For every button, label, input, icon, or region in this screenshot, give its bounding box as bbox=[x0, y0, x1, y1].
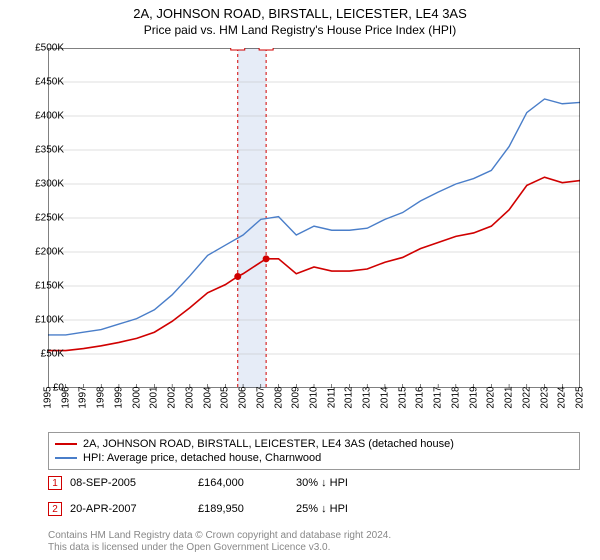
x-tick-label: 1997 bbox=[78, 386, 89, 408]
sale-date: 08-SEP-2005 bbox=[70, 477, 190, 489]
x-tick-label: 2023 bbox=[539, 386, 550, 408]
x-tick-label: 2002 bbox=[167, 386, 178, 408]
x-tick-label: 1996 bbox=[60, 386, 71, 408]
y-tick-label: £200K bbox=[35, 247, 64, 258]
legend-swatch bbox=[55, 443, 77, 445]
x-tick-label: 2005 bbox=[220, 386, 231, 408]
legend-label: 2A, JOHNSON ROAD, BIRSTALL, LEICESTER, L… bbox=[83, 437, 454, 451]
x-tick-label: 2022 bbox=[521, 386, 532, 408]
x-tick-label: 2025 bbox=[575, 386, 586, 408]
x-tick-label: 2007 bbox=[255, 386, 266, 408]
footer-line-2: This data is licensed under the Open Gov… bbox=[48, 542, 580, 554]
x-tick-label: 1998 bbox=[96, 386, 107, 408]
x-tick-label: 2012 bbox=[344, 386, 355, 408]
x-tick-label: 2006 bbox=[238, 386, 249, 408]
legend-item: HPI: Average price, detached house, Char… bbox=[55, 451, 573, 465]
sale-date: 20-APR-2007 bbox=[70, 503, 190, 515]
svg-text:1: 1 bbox=[235, 48, 241, 50]
footer-line-1: Contains HM Land Registry data © Crown c… bbox=[48, 530, 580, 542]
y-tick-label: £450K bbox=[35, 77, 64, 88]
y-tick-label: £250K bbox=[35, 213, 64, 224]
x-tick-label: 2020 bbox=[486, 386, 497, 408]
sale-row: 2 20-APR-2007 £189,950 25% ↓ HPI bbox=[48, 502, 580, 516]
x-tick-label: 1995 bbox=[43, 386, 54, 408]
x-tick-label: 2013 bbox=[362, 386, 373, 408]
sale-marker-badge: 1 bbox=[48, 476, 62, 490]
x-tick-label: 2017 bbox=[433, 386, 444, 408]
y-tick-label: £500K bbox=[35, 43, 64, 54]
y-tick-label: £50K bbox=[41, 349, 64, 360]
x-tick-label: 2018 bbox=[450, 386, 461, 408]
y-tick-label: £400K bbox=[35, 111, 64, 122]
sale-price: £164,000 bbox=[198, 477, 288, 489]
x-tick-label: 2021 bbox=[504, 386, 515, 408]
legend-box: 2A, JOHNSON ROAD, BIRSTALL, LEICESTER, L… bbox=[48, 432, 580, 470]
x-tick-label: 2016 bbox=[415, 386, 426, 408]
x-tick-label: 2024 bbox=[557, 386, 568, 408]
x-tick-label: 2014 bbox=[379, 386, 390, 408]
x-tick-label: 2000 bbox=[131, 386, 142, 408]
x-tick-label: 1999 bbox=[113, 386, 124, 408]
sale-row: 1 08-SEP-2005 £164,000 30% ↓ HPI bbox=[48, 476, 580, 490]
x-tick-label: 2009 bbox=[291, 386, 302, 408]
svg-text:2: 2 bbox=[263, 48, 269, 50]
chart-plot-area: 12 bbox=[48, 48, 580, 388]
x-tick-label: 2011 bbox=[326, 387, 337, 409]
chart-container: 2A, JOHNSON ROAD, BIRSTALL, LEICESTER, L… bbox=[0, 0, 600, 560]
footer-attribution: Contains HM Land Registry data © Crown c… bbox=[48, 530, 580, 554]
sale-hpi-diff: 30% ↓ HPI bbox=[296, 477, 396, 489]
x-tick-label: 2008 bbox=[273, 386, 284, 408]
x-tick-label: 2001 bbox=[149, 386, 160, 408]
legend-item: 2A, JOHNSON ROAD, BIRSTALL, LEICESTER, L… bbox=[55, 437, 573, 451]
chart-svg: 12 bbox=[48, 48, 580, 388]
y-tick-label: £350K bbox=[35, 145, 64, 156]
legend-label: HPI: Average price, detached house, Char… bbox=[83, 451, 321, 465]
x-tick-label: 2010 bbox=[309, 386, 320, 408]
x-tick-label: 2003 bbox=[184, 386, 195, 408]
y-tick-label: £300K bbox=[35, 179, 64, 190]
sale-price: £189,950 bbox=[198, 503, 288, 515]
chart-title: 2A, JOHNSON ROAD, BIRSTALL, LEICESTER, L… bbox=[0, 0, 600, 21]
chart-subtitle: Price paid vs. HM Land Registry's House … bbox=[0, 21, 600, 41]
y-tick-label: £100K bbox=[35, 315, 64, 326]
legend-swatch bbox=[55, 457, 77, 459]
sale-marker-badge: 2 bbox=[48, 502, 62, 516]
x-tick-label: 2004 bbox=[202, 386, 213, 408]
x-tick-label: 2019 bbox=[468, 386, 479, 408]
sale-hpi-diff: 25% ↓ HPI bbox=[296, 503, 396, 515]
x-tick-label: 2015 bbox=[397, 386, 408, 408]
y-tick-label: £150K bbox=[35, 281, 64, 292]
